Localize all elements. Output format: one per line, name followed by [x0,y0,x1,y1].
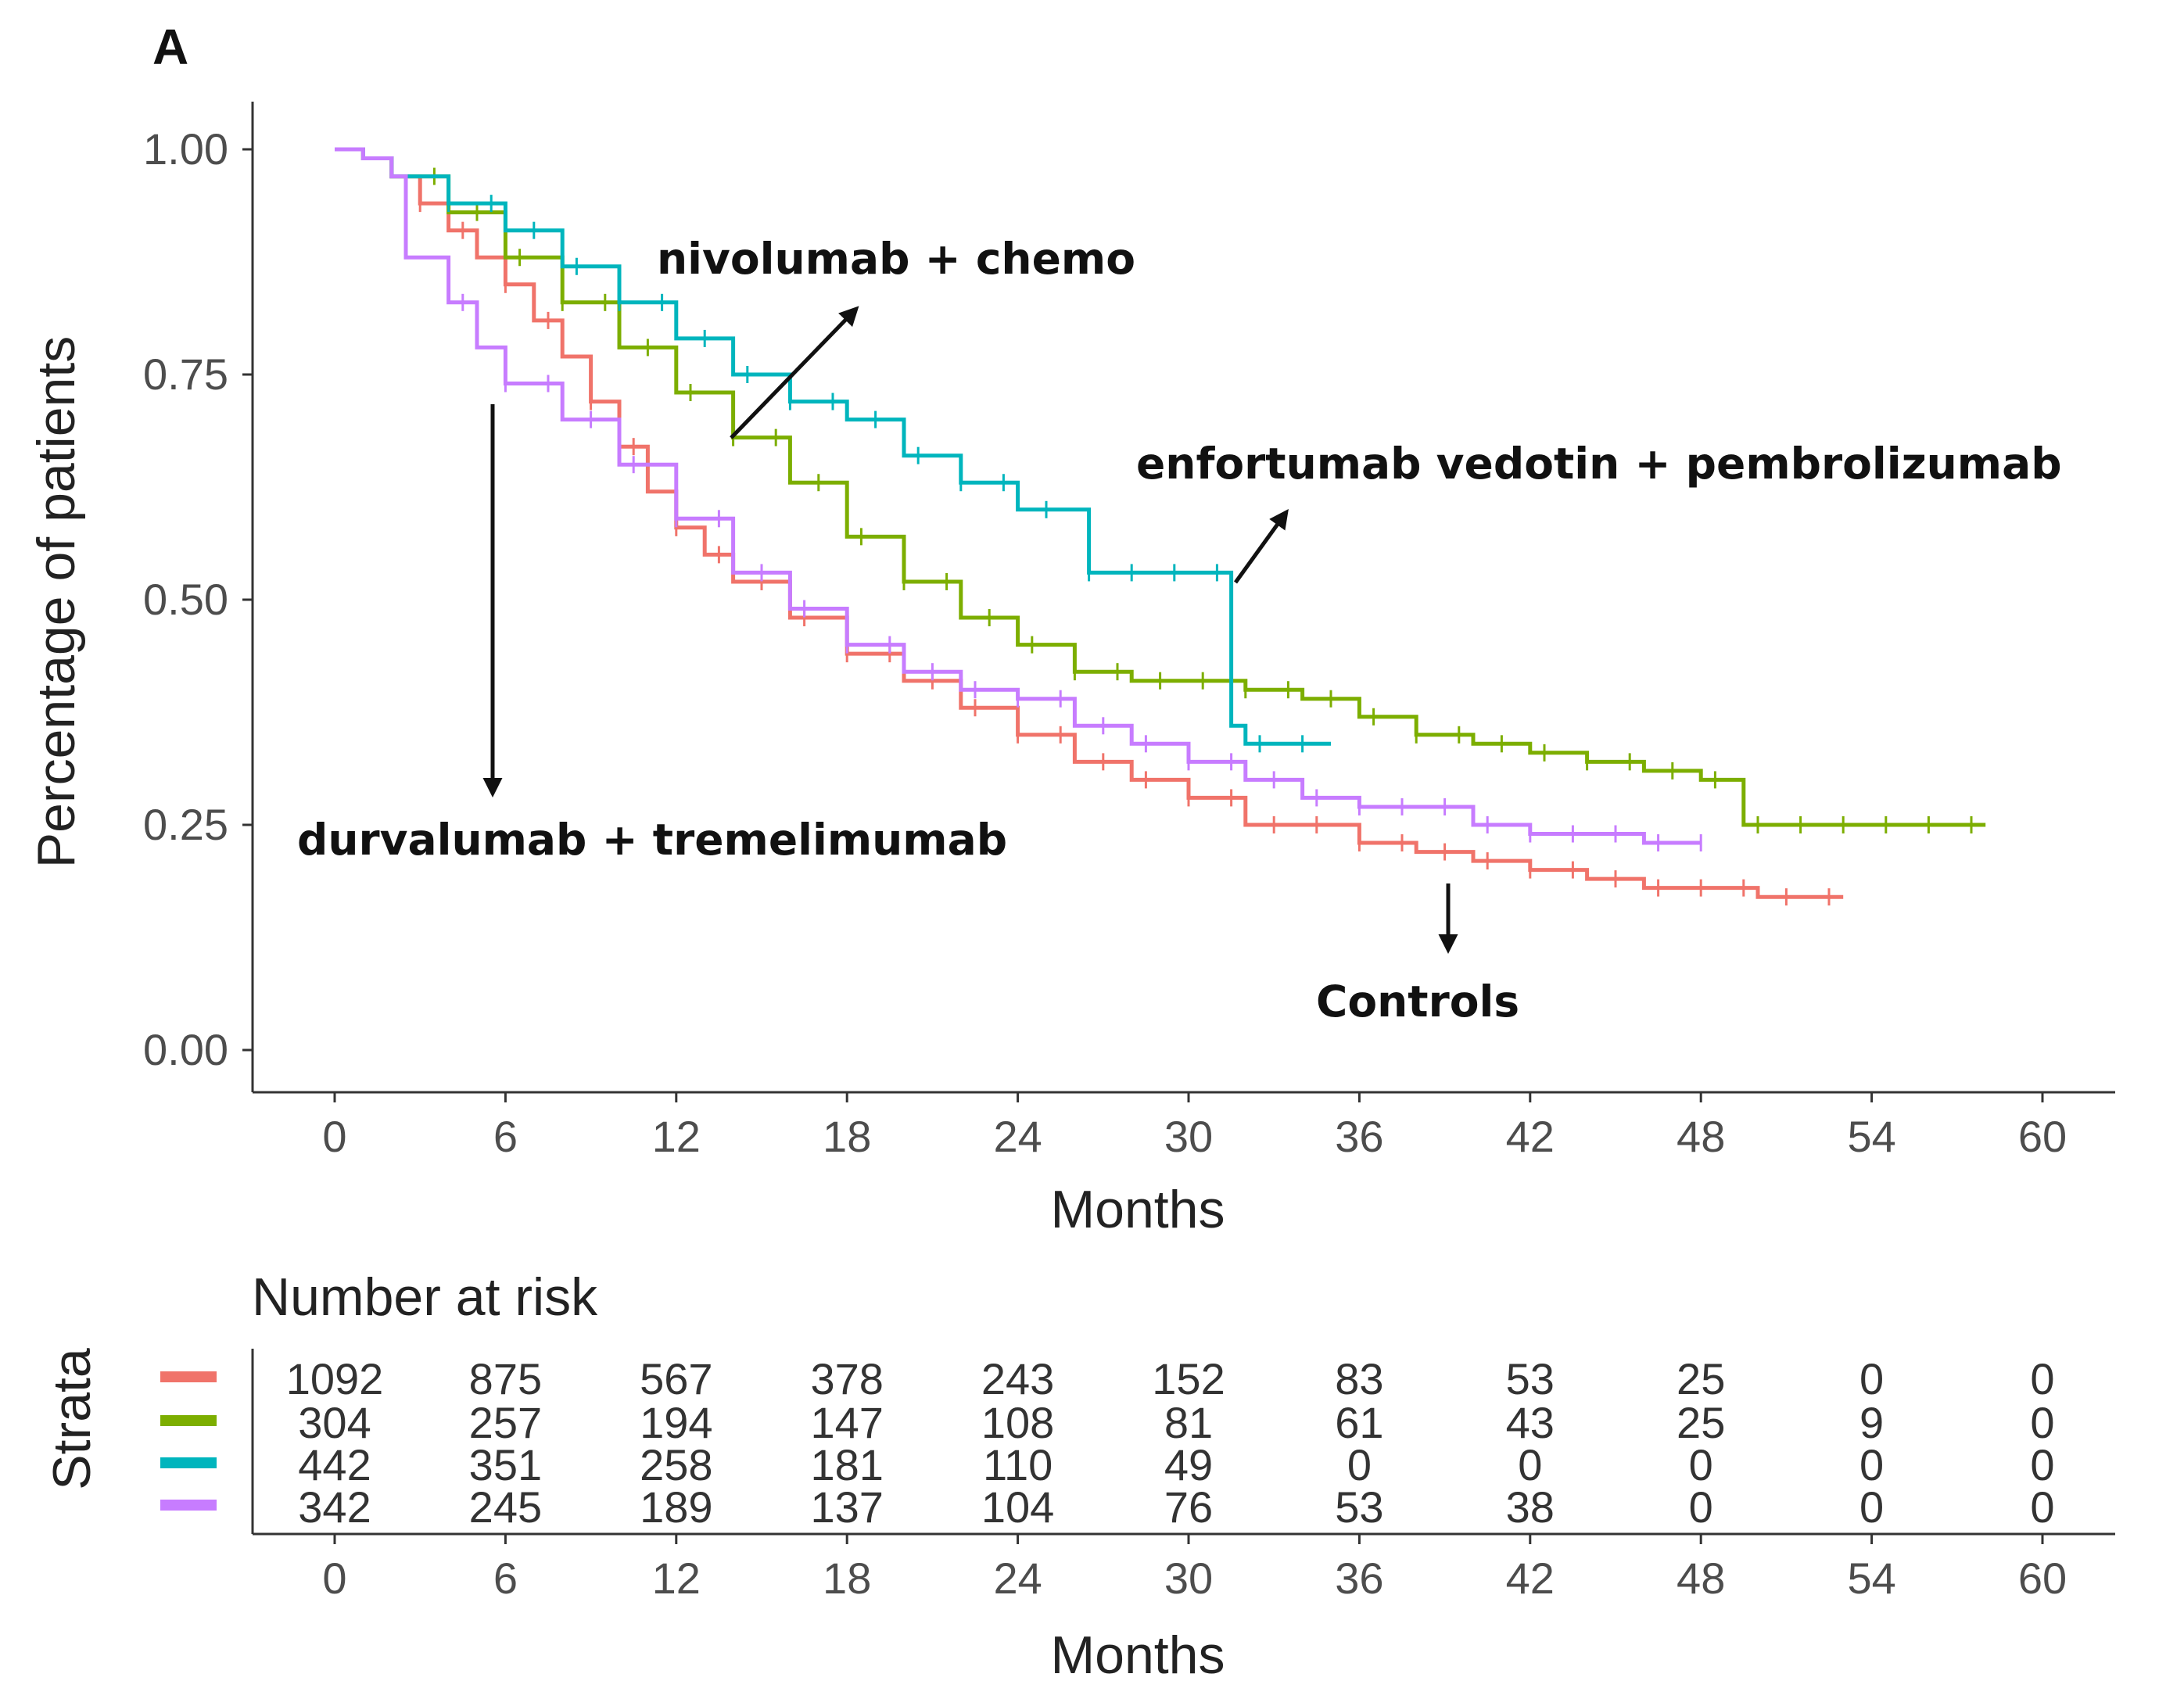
y-ticks: 0.00 0.25 0.50 0.75 1.00 [143,124,253,1074]
x-tick-label: 48 [1677,1112,1725,1161]
risk-value: 49 [1164,1440,1213,1489]
risk-x-axis-title: Months [1051,1625,1225,1685]
risk-value: 0 [1859,1482,1884,1532]
risk-x-tick-label: 24 [993,1554,1042,1603]
x-axis-title: Months [1051,1180,1225,1239]
x-tick-label: 18 [823,1112,871,1161]
risk-value: 442 [298,1440,371,1489]
risk-value: 0 [1518,1440,1542,1489]
risk-value: 83 [1335,1354,1383,1403]
risk-value: 567 [640,1354,712,1403]
annotation-enfortumab: enfortumab vedotin + pembrolizumab [1136,439,2062,489]
risk-value: 0 [1689,1482,1713,1532]
x-tick-label: 12 [652,1112,701,1161]
risk-value: 304 [298,1398,371,1447]
censor-marks-durvalumab-tremelimumab [461,293,1702,852]
y-tick-label: 0.75 [143,349,228,399]
panel-label: A [152,19,188,75]
risk-x-tick-label: 42 [1506,1554,1555,1603]
risk-value: 9 [1859,1398,1884,1447]
risk-value: 152 [1152,1354,1225,1403]
risk-value: 53 [1506,1354,1555,1403]
y-axis-title: Percentage of patients [27,336,86,868]
censor-marks-nivolumab-chemo [447,195,1304,753]
censor-marks-enfortumab-vedotin-pembrolizumab [432,167,1973,833]
annotation-controls: Controls [1316,977,1519,1027]
annotation-nivolumab: nivolumab + chemo [657,234,1135,284]
y-tick-label: 1.00 [143,124,228,174]
risk-value: 258 [640,1440,712,1489]
risk-table-title: Number at risk [252,1267,598,1327]
risk-value: 38 [1506,1482,1555,1532]
annotation-durvalumab: durvalumab + tremelimumab [297,815,1007,865]
censor-marks-controls [418,195,1831,906]
risk-value: 0 [2030,1482,2054,1532]
main-axes [251,102,2115,1094]
risk-value: 137 [810,1482,883,1532]
risk-value: 81 [1164,1398,1213,1447]
risk-strata-legend [160,1371,217,1511]
risk-value: 25 [1677,1354,1725,1403]
x-tick-label: 36 [1335,1112,1383,1161]
risk-value: 110 [983,1440,1053,1489]
risk-x-tick-label: 0 [322,1554,346,1603]
risk-x-tick-label: 60 [2018,1554,2067,1603]
risk-x-tick-label: 18 [823,1554,871,1603]
risk-value: 76 [1164,1482,1213,1532]
x-tick-label: 6 [493,1112,518,1161]
risk-value: 257 [469,1398,542,1447]
risk-value: 245 [469,1482,542,1532]
risk-x-tick-label: 48 [1677,1554,1725,1603]
y-tick-label: 0.50 [143,575,228,624]
risk-value: 0 [1859,1354,1884,1403]
annotations: nivolumab + chemo enfortumab vedotin + p… [297,234,2062,1027]
risk-value: 108 [981,1398,1054,1447]
x-ticks: 0 6 12 18 24 30 36 42 48 54 60 [322,1092,2067,1161]
risk-x-ticks: 0 6 12 18 24 30 36 42 48 54 60 [322,1534,2067,1603]
risk-value: 189 [640,1482,712,1532]
risk-x-tick-label: 30 [1164,1554,1213,1603]
risk-value: 0 [2030,1398,2054,1447]
risk-x-tick-label: 12 [652,1554,701,1603]
risk-axes [251,1349,2115,1536]
curve-durvalumab-tremelimumab [335,147,1702,845]
risk-value: 0 [1859,1440,1884,1489]
x-tick-label: 30 [1164,1112,1213,1161]
risk-value: 0 [1347,1440,1372,1489]
arrow-enfortumab [1233,508,1289,584]
y-tick-label: 0.00 [143,1025,228,1074]
x-tick-label: 54 [1847,1112,1895,1161]
risk-value: 43 [1506,1398,1555,1447]
risk-value: 147 [810,1398,883,1447]
risk-value: 104 [981,1482,1054,1532]
risk-x-tick-label: 36 [1335,1554,1383,1603]
x-tick-label: 42 [1506,1112,1555,1161]
risk-x-tick-label: 54 [1847,1554,1895,1603]
x-tick-label: 24 [993,1112,1042,1161]
x-tick-label: 0 [322,1112,346,1161]
risk-strata-label: Strata [42,1348,102,1490]
risk-value: 342 [298,1482,371,1532]
risk-x-tick-label: 6 [493,1554,518,1603]
risk-value: 378 [810,1354,883,1403]
survival-curves [335,147,1986,906]
y-tick-label: 0.25 [143,800,228,849]
x-tick-label: 60 [2018,1112,2067,1161]
risk-value: 351 [469,1440,542,1489]
risk-value: 53 [1335,1482,1383,1532]
risk-value: 25 [1677,1398,1725,1447]
arrow-nivolumab [730,306,859,439]
risk-value: 1092 [286,1354,384,1403]
curve-enfortumab-vedotin-pembrolizumab [335,147,1986,827]
risk-value: 0 [1689,1440,1713,1489]
risk-value: 243 [981,1354,1054,1403]
risk-value: 875 [469,1354,542,1403]
risk-value: 181 [810,1440,883,1489]
risk-value: 61 [1335,1398,1383,1447]
risk-value: 0 [2030,1440,2054,1489]
risk-value: 194 [640,1398,712,1447]
risk-value: 0 [2030,1354,2054,1403]
